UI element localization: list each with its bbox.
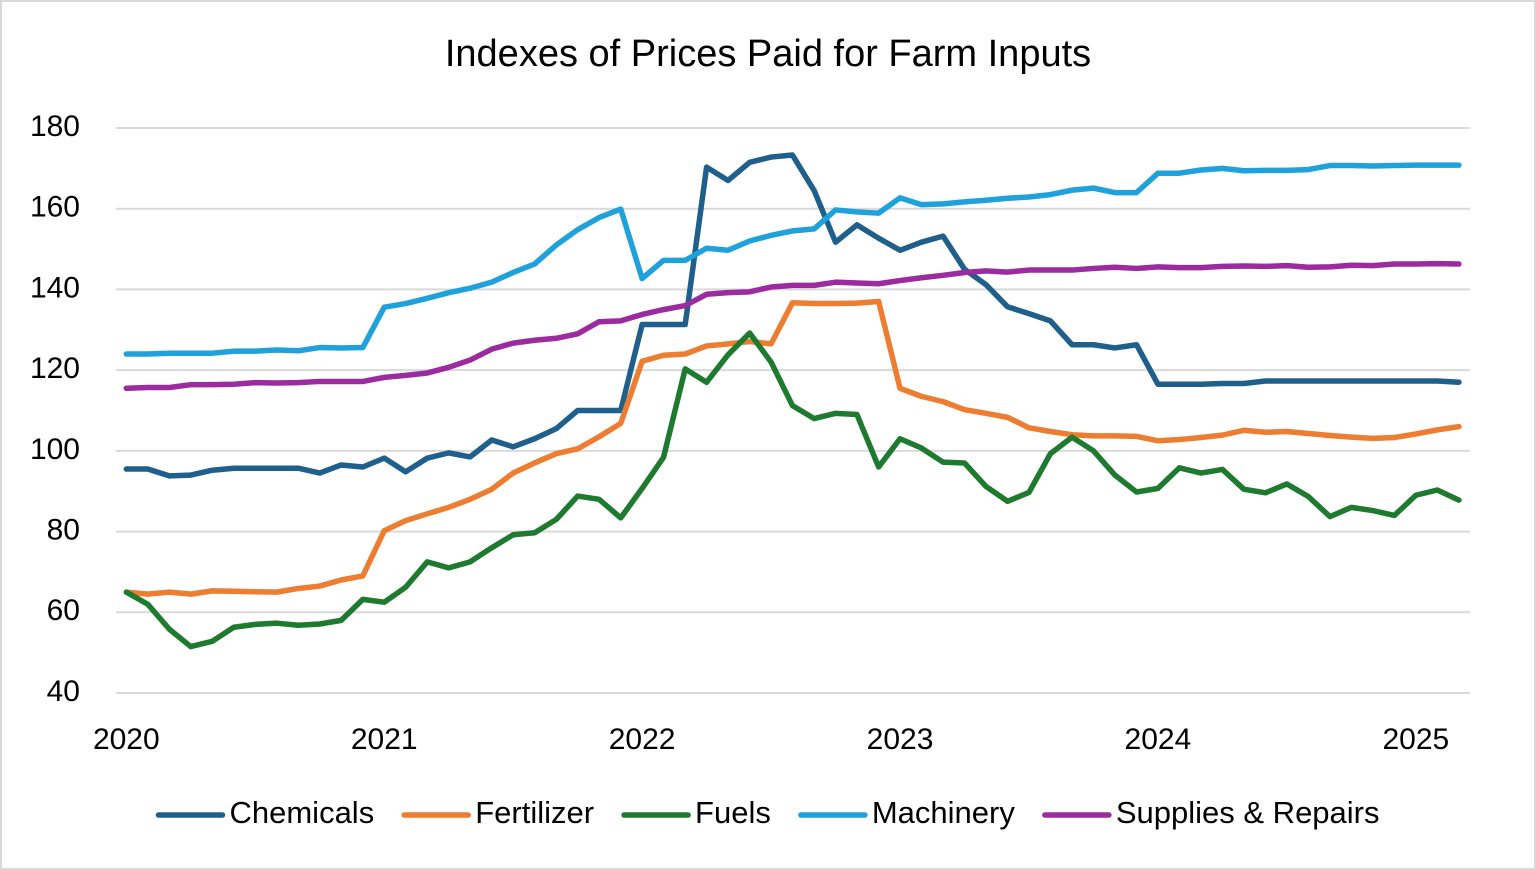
legend-label: Supplies & Repairs [1116, 795, 1380, 830]
series-line [123, 330, 1462, 650]
x-tick-label: 2021 [351, 723, 418, 756]
x-tick-label: 2025 [1382, 723, 1449, 756]
y-tick-label: 120 [30, 352, 80, 385]
x-tick-label: 2024 [1125, 723, 1192, 756]
legend-label: Machinery [872, 795, 1015, 830]
y-tick-label: 80 [47, 513, 80, 546]
x-tick-label: 2023 [867, 723, 934, 756]
x-tick-label: 2020 [93, 723, 160, 756]
y-tick-label: 160 [30, 191, 80, 224]
y-tick-label: 180 [30, 110, 80, 143]
series-line [123, 152, 1462, 479]
y-tick-label: 140 [30, 271, 80, 304]
y-tick-label: 60 [47, 594, 80, 627]
legend-label: Fertilizer [475, 795, 594, 830]
y-tick-label: 40 [47, 675, 80, 708]
chart-title: Indexes of Prices Paid for Farm Inputs [445, 33, 1091, 75]
legend-label: Fuels [695, 795, 771, 830]
series-line [123, 260, 1462, 392]
y-tick-label: 100 [30, 433, 80, 466]
legend-label: Chemicals [229, 795, 374, 830]
x-tick-label: 2022 [609, 723, 676, 756]
series-line [123, 162, 1462, 357]
series-line [123, 298, 1462, 597]
